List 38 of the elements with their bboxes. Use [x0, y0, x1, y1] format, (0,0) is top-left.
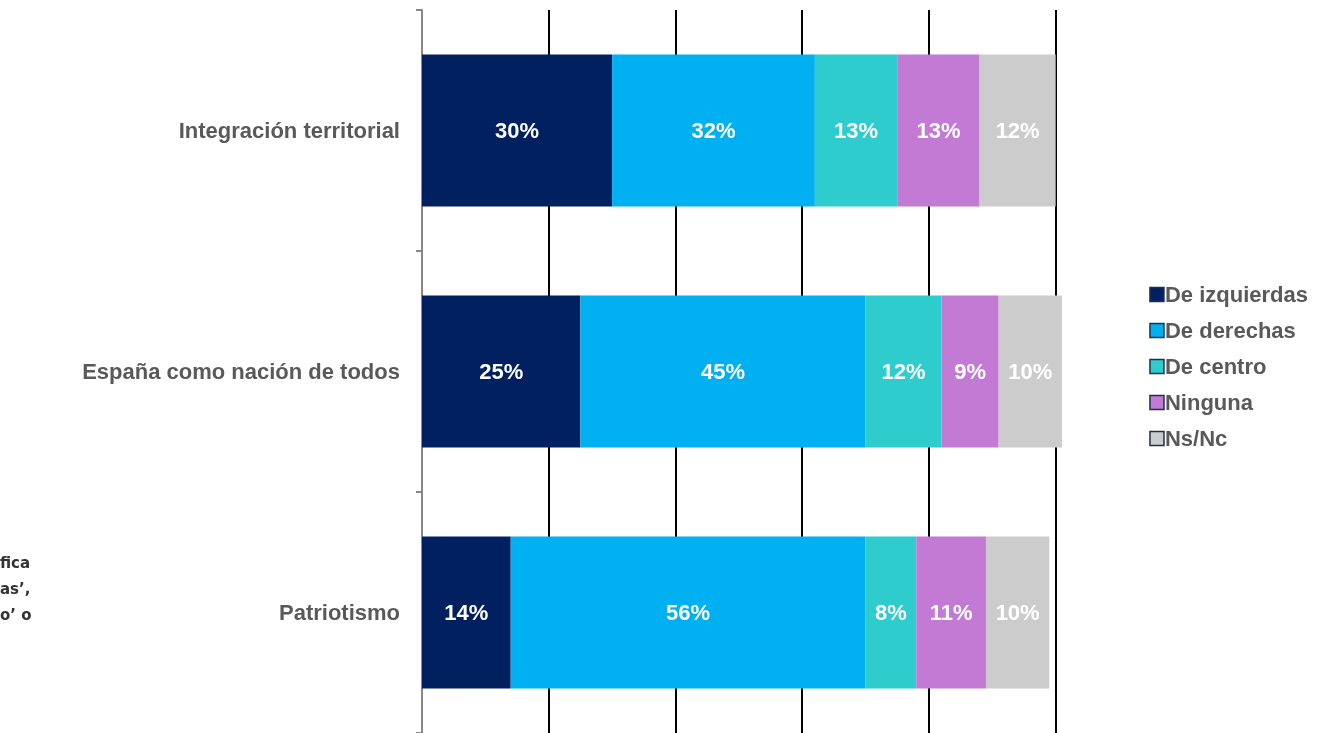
data-label: 45% — [700, 359, 746, 384]
data-label: 12% — [881, 359, 926, 384]
data-label: 13% — [916, 118, 961, 143]
bar — [865, 295, 942, 448]
data-label: 14% — [444, 600, 489, 625]
bar — [979, 54, 1056, 207]
y-tick-label: Integración territorial — [178, 118, 400, 143]
bar — [998, 295, 1062, 448]
data-label: 8% — [875, 600, 907, 625]
data-label: 56% — [666, 600, 711, 625]
bar — [422, 54, 613, 207]
data-label: 13% — [834, 118, 879, 143]
text: as’, — [0, 579, 31, 598]
bar — [422, 295, 581, 448]
legend-label: De centro — [1164, 354, 1267, 379]
bar — [422, 536, 511, 689]
data-label: 30% — [495, 118, 540, 143]
text: fica — [0, 553, 31, 572]
data-label: 11% — [929, 600, 973, 625]
bar — [897, 54, 980, 207]
bar — [510, 536, 866, 689]
text: o’ o — [0, 605, 32, 624]
bar — [580, 295, 866, 448]
legend-label: Ns/Nc — [1164, 426, 1228, 451]
data-label: 32% — [691, 118, 736, 143]
bar — [814, 54, 898, 207]
y-tick-label: Patriotismo — [278, 600, 400, 625]
data-label: 9% — [954, 359, 987, 384]
bar — [612, 54, 815, 207]
data-label: 25% — [479, 359, 524, 384]
bar — [941, 295, 999, 448]
bar — [916, 536, 986, 689]
bar — [865, 536, 917, 689]
legend-label: Ninguna — [1164, 390, 1254, 415]
legend-label: De derechas — [1164, 318, 1296, 343]
bar — [985, 536, 1050, 689]
y-tick-label: España como nación de todos — [82, 359, 400, 384]
legend-label: De izquierdas — [1164, 282, 1308, 307]
